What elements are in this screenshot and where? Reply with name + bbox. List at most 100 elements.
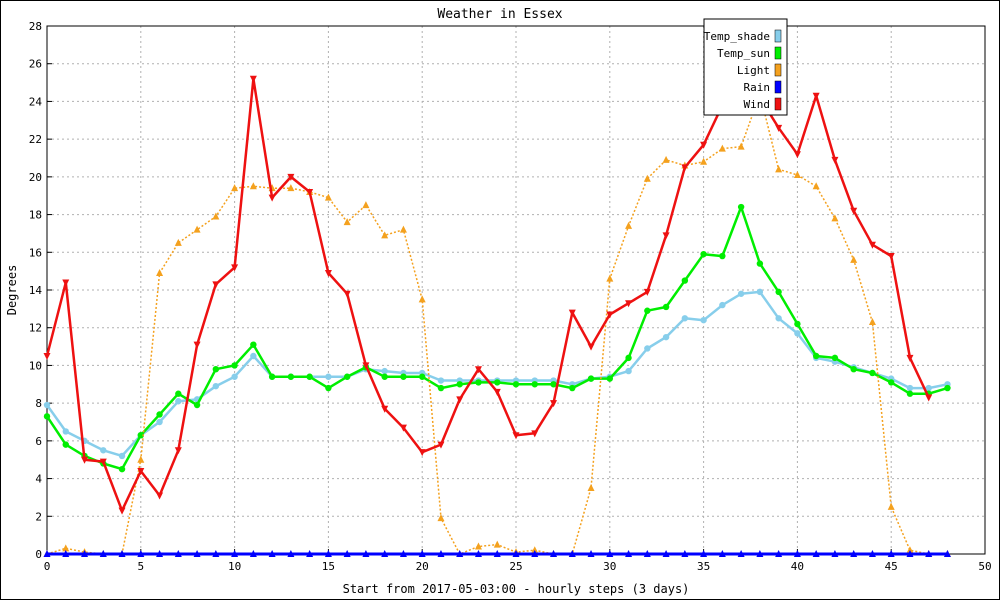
y-tick-label: 10 (29, 359, 42, 372)
data-point-temp-sun (381, 373, 388, 380)
data-point-rain (99, 550, 107, 557)
data-point-temp-sun (756, 260, 764, 267)
data-point-rain (625, 550, 633, 557)
data-point-temp-sun (644, 307, 651, 314)
data-point-temp-shade (644, 345, 651, 352)
data-point-temp-shade (231, 373, 238, 380)
data-point-wind (362, 362, 370, 370)
data-point-temp-sun (625, 354, 632, 362)
data-point-light (587, 484, 595, 491)
data-point-temp-sun (250, 341, 257, 348)
data-point-wind (193, 341, 201, 349)
data-point-light (62, 544, 70, 552)
data-point-light (362, 201, 370, 209)
data-point-rain (118, 550, 126, 557)
data-point-temp-sun (569, 384, 576, 392)
data-point-rain (775, 550, 783, 557)
data-point-rain (62, 550, 70, 557)
data-point-temp-sun (156, 411, 163, 418)
data-point-wind (868, 241, 876, 249)
data-point-wind (531, 430, 539, 438)
data-point-light (531, 546, 539, 554)
legend-label: Temp_sun (717, 47, 770, 60)
data-point-temp-sun (268, 373, 276, 380)
data-point-wind (43, 353, 51, 360)
data-point-wind (493, 388, 501, 396)
data-point-temp-shade (794, 330, 801, 337)
data-point-wind (137, 468, 145, 476)
data-point-temp-shade (43, 401, 51, 409)
data-point-light (231, 184, 239, 192)
data-point-rain (268, 550, 276, 557)
data-point-rain (493, 550, 501, 557)
data-point-rain (362, 550, 370, 557)
data-point-temp-sun (944, 384, 951, 392)
data-point-temp-shade (775, 315, 782, 322)
data-point-wind (831, 156, 839, 164)
data-point-rain (850, 550, 858, 557)
data-point-light (887, 502, 895, 510)
data-point-temp-shade (625, 367, 632, 375)
data-point-temp-sun (587, 375, 595, 382)
x-tick-label: 25 (509, 560, 522, 573)
data-point-rain (437, 550, 445, 557)
data-point-temp-sun (212, 366, 220, 373)
data-point-temp-sun (831, 354, 839, 362)
data-point-light (193, 225, 201, 233)
data-point-light (906, 546, 914, 554)
y-tick-label: 0 (35, 548, 42, 561)
data-point-rain (174, 550, 182, 557)
data-point-wind (343, 290, 351, 298)
data-point-light (793, 170, 801, 178)
data-point-light (324, 193, 332, 201)
data-point-light (343, 218, 351, 226)
data-point-rain (381, 550, 389, 557)
data-point-rain (587, 550, 595, 557)
y-tick-label: 16 (29, 246, 42, 259)
data-point-temp-sun (550, 381, 557, 388)
data-point-rain (343, 550, 351, 557)
data-point-light (156, 269, 164, 277)
data-point-wind (812, 92, 820, 100)
data-point-temp-sun (118, 465, 126, 473)
data-point-light (249, 182, 257, 190)
data-point-temp-sun (494, 379, 501, 386)
data-point-light (418, 295, 426, 303)
x-tick-label: 20 (416, 560, 429, 573)
data-point-rain (474, 550, 482, 557)
x-tick-label: 15 (322, 560, 335, 573)
legend-label: Wind (744, 98, 771, 111)
data-point-temp-sun (306, 373, 313, 380)
data-point-temp-shade (925, 384, 932, 392)
data-point-rain (193, 550, 201, 557)
data-point-rain (868, 550, 876, 557)
data-point-temp-shade (681, 315, 689, 322)
data-point-wind (231, 264, 239, 272)
data-point-light (775, 165, 783, 173)
data-point-wind (775, 124, 783, 132)
data-point-temp-sun (662, 303, 670, 311)
data-point-light (850, 255, 858, 263)
data-point-wind (399, 424, 407, 432)
data-point-wind (99, 458, 107, 466)
data-point-light (287, 184, 295, 192)
data-point-wind (587, 343, 595, 351)
data-point-wind (512, 432, 520, 440)
data-point-rain (550, 550, 558, 557)
legend-label: Light (737, 64, 770, 77)
data-point-temp-shade (381, 367, 388, 375)
data-point-rain (456, 550, 464, 557)
data-point-rain (43, 550, 51, 557)
chart-title: Weather in Essex (437, 7, 562, 22)
y-tick-label: 28 (29, 20, 42, 33)
data-point-light (868, 318, 876, 326)
y-tick-label: 8 (35, 397, 42, 410)
data-point-rain (156, 550, 164, 557)
data-point-rain (231, 550, 239, 557)
data-point-light (606, 274, 614, 282)
data-point-temp-shade (250, 352, 257, 360)
data-point-temp-sun (419, 373, 426, 380)
data-point-temp-sun (456, 381, 463, 388)
data-point-rain (137, 550, 145, 557)
